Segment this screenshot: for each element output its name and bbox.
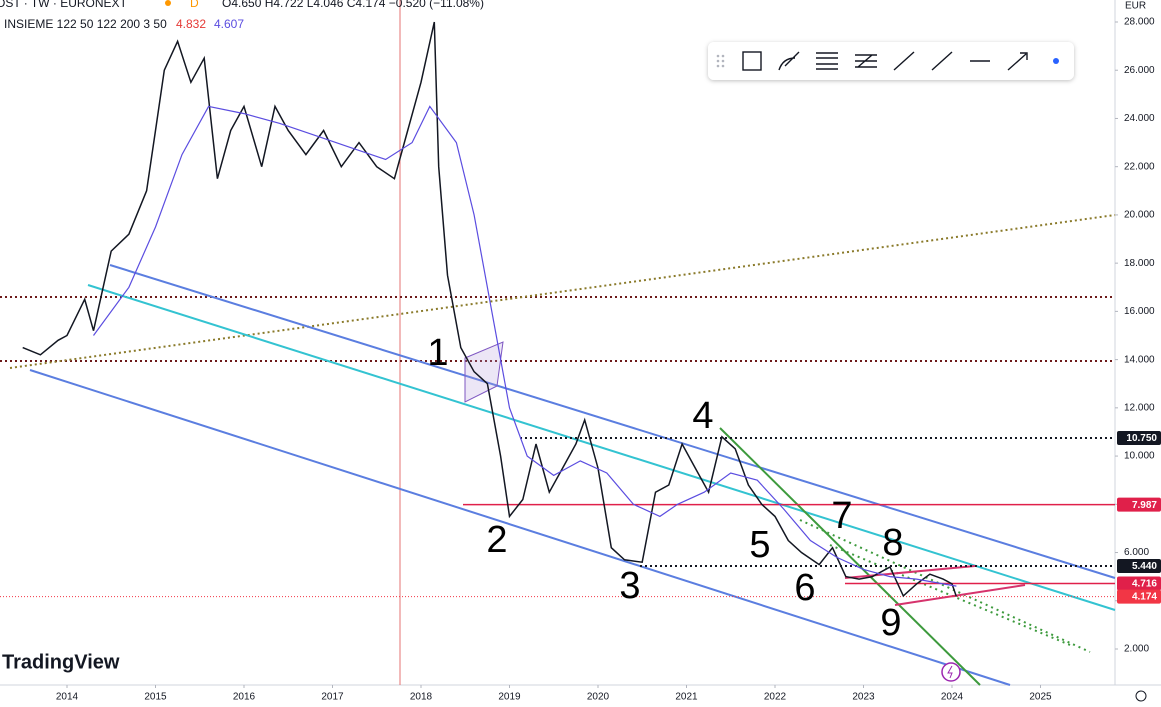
- wave-label: 7: [831, 495, 852, 537]
- wave-label: 1: [427, 332, 448, 374]
- event-icon: [947, 665, 953, 679]
- x-tick-label: 2025: [1029, 692, 1052, 703]
- price-label: 4.174: [1132, 592, 1157, 603]
- indicator-value: 4.607: [214, 17, 244, 31]
- triangle-line: [894, 584, 1026, 606]
- price-label: 4.716: [1132, 579, 1157, 590]
- price-label: 5.440: [1132, 561, 1157, 572]
- interval: D: [190, 0, 199, 10]
- downtrend-line: [719, 427, 981, 686]
- trendline-tool[interactable]: [893, 51, 915, 71]
- settings-icon[interactable]: [1135, 690, 1147, 702]
- channel-upper: [109, 264, 1116, 579]
- ohlc: O4.650 H4.722 L4.046 C4.174 −0.520 (−11.…: [222, 0, 484, 10]
- arrow-tool[interactable]: [1007, 52, 1028, 71]
- y-tick-label: 24.000: [1124, 113, 1155, 124]
- purple-pattern: [464, 341, 504, 403]
- y-tick-label: 16.000: [1124, 306, 1155, 317]
- channel-mid: [87, 284, 1116, 611]
- wave-label: 8: [882, 522, 903, 564]
- x-tick-label: 2018: [410, 692, 433, 703]
- wave-label: 9: [880, 602, 901, 644]
- toolbar-bg: [708, 42, 1074, 80]
- price-line: [93, 105, 957, 587]
- x-tick-label: 2024: [941, 692, 964, 703]
- x-tick-label: 2017: [321, 692, 344, 703]
- fib-tool[interactable]: [816, 52, 838, 70]
- price-line: [22, 21, 958, 598]
- currency: EUR: [1125, 1, 1146, 12]
- wave-label: 4: [692, 395, 713, 437]
- drawing-toolbar: [708, 42, 1074, 80]
- x-tick-label: 2021: [675, 692, 698, 703]
- y-tick-label: 12.000: [1124, 402, 1155, 413]
- symbol: OST · TW · EURONEXT: [0, 0, 128, 10]
- price-label-bg: [1117, 589, 1161, 604]
- dotted-trendline: [9, 214, 1116, 369]
- price-label-bg: [1117, 430, 1161, 445]
- channel-lower: [29, 369, 1011, 686]
- x-tick-label: 2014: [56, 692, 79, 703]
- wave-label: 5: [749, 524, 770, 566]
- x-tick-label: 2022: [764, 692, 787, 703]
- x-tick-label: 2019: [498, 692, 521, 703]
- rect-tool[interactable]: [742, 51, 762, 71]
- dotted-trendline: [799, 519, 1091, 653]
- price-label: 10.750: [1126, 433, 1157, 444]
- color-tool[interactable]: [1053, 58, 1059, 64]
- price-label: 7.987: [1132, 500, 1157, 511]
- price-label-bg: [1117, 559, 1161, 574]
- y-tick-label: 28.000: [1124, 17, 1155, 28]
- indicator: INSIEME 122 50 122 200 3 50: [4, 17, 167, 31]
- x-tick-label: 2015: [144, 692, 167, 703]
- brand-logo: TradingView: [2, 651, 120, 673]
- x-tick-label: 2023: [852, 692, 875, 703]
- y-tick-label: 26.000: [1124, 65, 1155, 76]
- triangle-line: [844, 565, 976, 579]
- indicator-value: 4.832: [176, 17, 206, 31]
- drawings: [0, 214, 1116, 686]
- ray-tool[interactable]: [931, 51, 953, 71]
- wave-label: 6: [794, 567, 815, 609]
- pitchfork-tool[interactable]: [855, 54, 877, 68]
- x-tick-label: 2016: [233, 692, 256, 703]
- y-tick-label: 2.000: [1124, 644, 1149, 655]
- drag-handle: [716, 54, 725, 68]
- price-label-bg: [1117, 497, 1161, 512]
- y-tick-label: 20.000: [1124, 210, 1155, 221]
- y-tick-label: 6.000: [1124, 547, 1149, 558]
- wave-label: 3: [619, 565, 640, 607]
- y-tick-label: 10.000: [1124, 451, 1155, 462]
- event-marker[interactable]: [941, 662, 961, 682]
- dotted-trendline: [829, 544, 1071, 646]
- brush-tool[interactable]: [778, 51, 800, 71]
- y-tick-label: 22.000: [1124, 161, 1155, 172]
- wave-label: 2: [486, 519, 507, 561]
- status-dot: [165, 0, 171, 6]
- y-tick-label: 18.000: [1124, 258, 1155, 269]
- y-tick-label: 14.000: [1124, 354, 1155, 365]
- x-tick-label: 2020: [587, 692, 610, 703]
- price-label-bg: [1117, 576, 1161, 591]
